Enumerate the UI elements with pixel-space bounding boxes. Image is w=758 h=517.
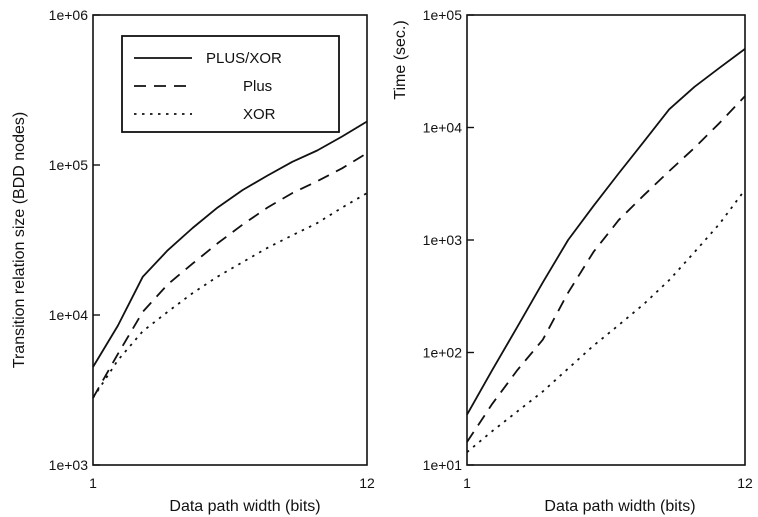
y-tick-label: 1e+05 xyxy=(49,157,89,173)
legend: PLUS/XOR Plus XOR xyxy=(121,35,340,133)
series-line-plus xyxy=(92,152,368,399)
y-tick-label: 1e+04 xyxy=(49,307,89,323)
y-axis-label: Time (sec.) xyxy=(392,20,409,99)
series-line-plus xyxy=(466,95,746,443)
y-tick-label: 1e+05 xyxy=(423,7,463,23)
series-lines xyxy=(92,120,368,399)
series-lines xyxy=(466,48,746,453)
legend-label-plus-xor: PLUS/XOR xyxy=(206,50,282,67)
y-tick-label: 1e+06 xyxy=(49,7,89,23)
x-axis-label: Data path width (bits) xyxy=(169,498,320,515)
y-tick-label: 1e+03 xyxy=(49,457,89,473)
plot-frame xyxy=(466,14,746,466)
y-tick-label: 1e+03 xyxy=(423,232,463,248)
series-line-plus-xor xyxy=(466,48,746,416)
x-tick-label: 1 xyxy=(463,475,471,491)
y-axis-label: Transition relation size (BDD nodes) xyxy=(11,112,28,368)
x-tick-labels: 1 12 xyxy=(463,475,753,491)
y-tick-label: 1e+04 xyxy=(423,120,463,136)
y-tick-labels: 1e+01 1e+02 1e+03 1e+04 1e+05 xyxy=(423,7,474,473)
legend-label-xor: XOR xyxy=(243,106,276,123)
legend-label-plus: Plus xyxy=(243,78,272,95)
x-axis-label: Data path width (bits) xyxy=(544,498,695,515)
legend-box xyxy=(121,35,340,133)
series-line-xor xyxy=(466,189,746,453)
x-tick-label: 12 xyxy=(737,475,753,491)
panel-bdd-size: 1e+03 1e+04 1e+05 1e+06 1 12 Transition rela… xyxy=(11,7,375,515)
y-tick-label: 1e+01 xyxy=(423,457,463,473)
y-tick-label: 1e+02 xyxy=(423,345,463,361)
series-line-plus-xor xyxy=(92,120,368,368)
x-tick-label: 1 xyxy=(89,475,97,491)
x-tick-labels: 1 12 xyxy=(89,475,375,491)
x-tick-label: 12 xyxy=(359,475,375,491)
panel-time: 1e+01 1e+02 1e+03 1e+04 1e+05 1 12 Time (sec.… xyxy=(392,7,753,515)
plot-frame xyxy=(92,14,368,466)
y-tick-labels: 1e+03 1e+04 1e+05 1e+06 xyxy=(49,7,100,473)
